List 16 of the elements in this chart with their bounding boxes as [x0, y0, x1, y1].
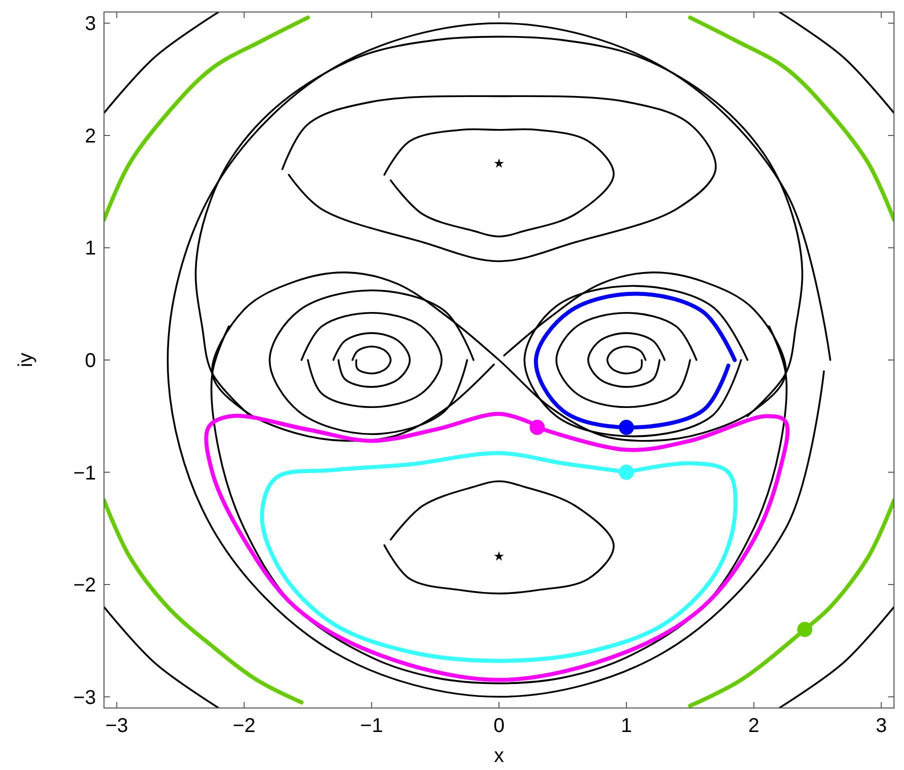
x-axis-title: x — [494, 745, 504, 767]
y-tick-label: −3 — [73, 686, 96, 709]
y-tick-label: 3 — [84, 13, 96, 36]
x-tick-label: 2 — [748, 715, 760, 737]
x-tick-label: −3 — [105, 715, 128, 737]
x-tick-label: −1 — [360, 715, 383, 737]
y-tick-label: 0 — [84, 350, 96, 372]
y-tick-label: −2 — [73, 574, 96, 597]
x-tick-label: 1 — [620, 715, 632, 737]
x-tick-label: −2 — [232, 715, 256, 737]
y-tick-label: 1 — [84, 238, 96, 260]
x-tick-label: 0 — [493, 715, 505, 737]
y-tick-label: 2 — [84, 125, 96, 148]
y-tick-label: −1 — [73, 462, 96, 484]
y-axis-title: iy — [15, 352, 37, 368]
x-tick-label: 3 — [876, 715, 887, 737]
